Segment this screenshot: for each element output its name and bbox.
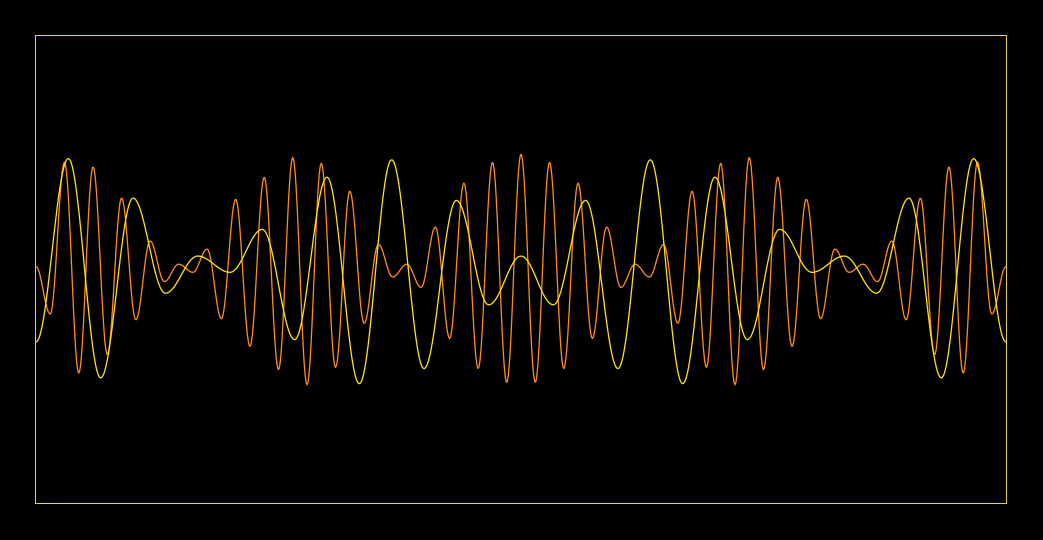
series-line-1 [35, 154, 1007, 386]
series-layer [35, 154, 1007, 386]
series-line-2 [35, 157, 1007, 385]
plot-frame [35, 35, 1007, 504]
